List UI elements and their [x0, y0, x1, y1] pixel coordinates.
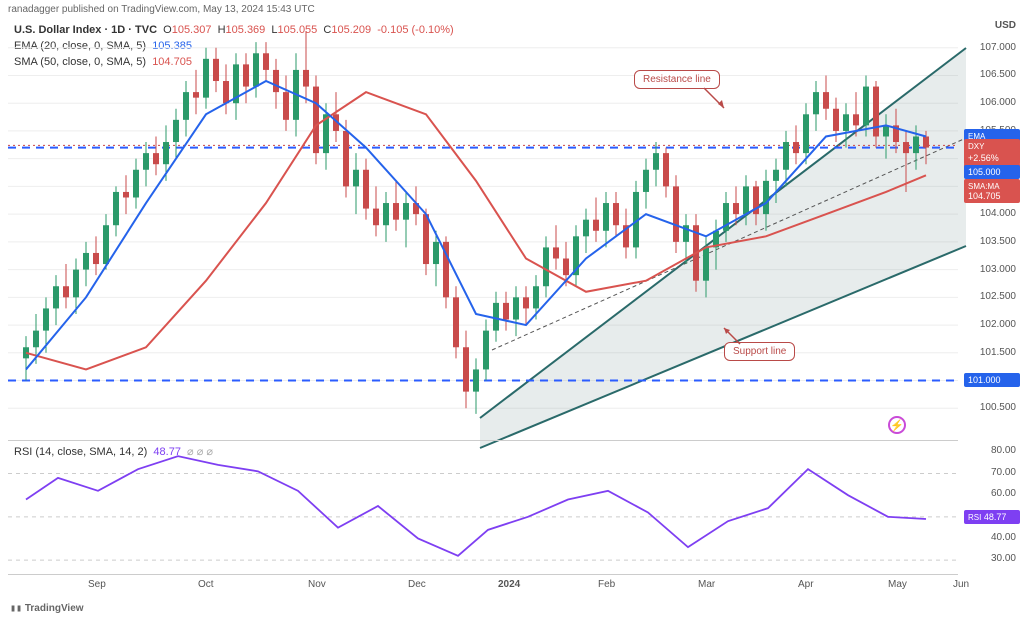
price-tick: 102.000 [960, 319, 1016, 330]
price-tick: 107.000 [960, 42, 1016, 53]
rsi-label: RSI (14, close, SMA, 14, 2) [14, 446, 147, 458]
rsi-header: RSI (14, close, SMA, 14, 2) 48.77 ⌀ ⌀ ⌀ [14, 445, 213, 458]
time-tick: Sep [88, 579, 106, 590]
support-arrow [720, 324, 750, 348]
price-badge: 101.000 [964, 373, 1020, 387]
time-tick: Mar [698, 579, 715, 590]
time-tick: Dec [408, 579, 426, 590]
price-tick: 103.000 [960, 264, 1016, 275]
price-tick: 102.500 [960, 291, 1016, 302]
time-tick: Oct [198, 579, 214, 590]
rsi-tick: 40.00 [960, 532, 1016, 543]
time-tick: Jun [953, 579, 969, 590]
tradingview-logo: ▮▮ TradingView [10, 603, 84, 614]
rsi-tick: 60.00 [960, 488, 1016, 499]
rsi-value: 48.77 [153, 446, 181, 458]
usd-label: USD [960, 20, 1016, 31]
time-tick: Nov [308, 579, 326, 590]
rsi-panel[interactable]: RSI (14, close, SMA, 14, 2) 48.77 ⌀ ⌀ ⌀ [8, 440, 958, 570]
price-badge: SMA:MA 104.705 [964, 179, 1020, 203]
rsi-tick: 70.00 [960, 467, 1016, 478]
main-chart[interactable] [8, 20, 958, 436]
price-tick: 106.000 [960, 97, 1016, 108]
rsi-tick: 80.00 [960, 445, 1016, 456]
lightning-icon[interactable]: ⚡ [888, 416, 906, 434]
price-tick: 104.000 [960, 208, 1016, 219]
time-axis: SepOctNovDec2024FebMarAprMayJun [8, 574, 958, 592]
time-tick: Feb [598, 579, 615, 590]
price-tick: 106.500 [960, 69, 1016, 80]
byline: ranadagger published on TradingView.com,… [8, 4, 315, 15]
rsi-badge: RSI 48.77 [964, 510, 1020, 524]
rsi-tick: 30.00 [960, 553, 1016, 564]
time-tick: May [888, 579, 907, 590]
price-tick: 101.500 [960, 347, 1016, 358]
time-tick: 2024 [498, 579, 520, 590]
price-badge: 105.000 [964, 165, 1020, 179]
time-tick: Apr [798, 579, 814, 590]
price-tick: 100.500 [960, 402, 1016, 413]
resistance-arrow [700, 86, 730, 116]
price-tick: 103.500 [960, 236, 1016, 247]
